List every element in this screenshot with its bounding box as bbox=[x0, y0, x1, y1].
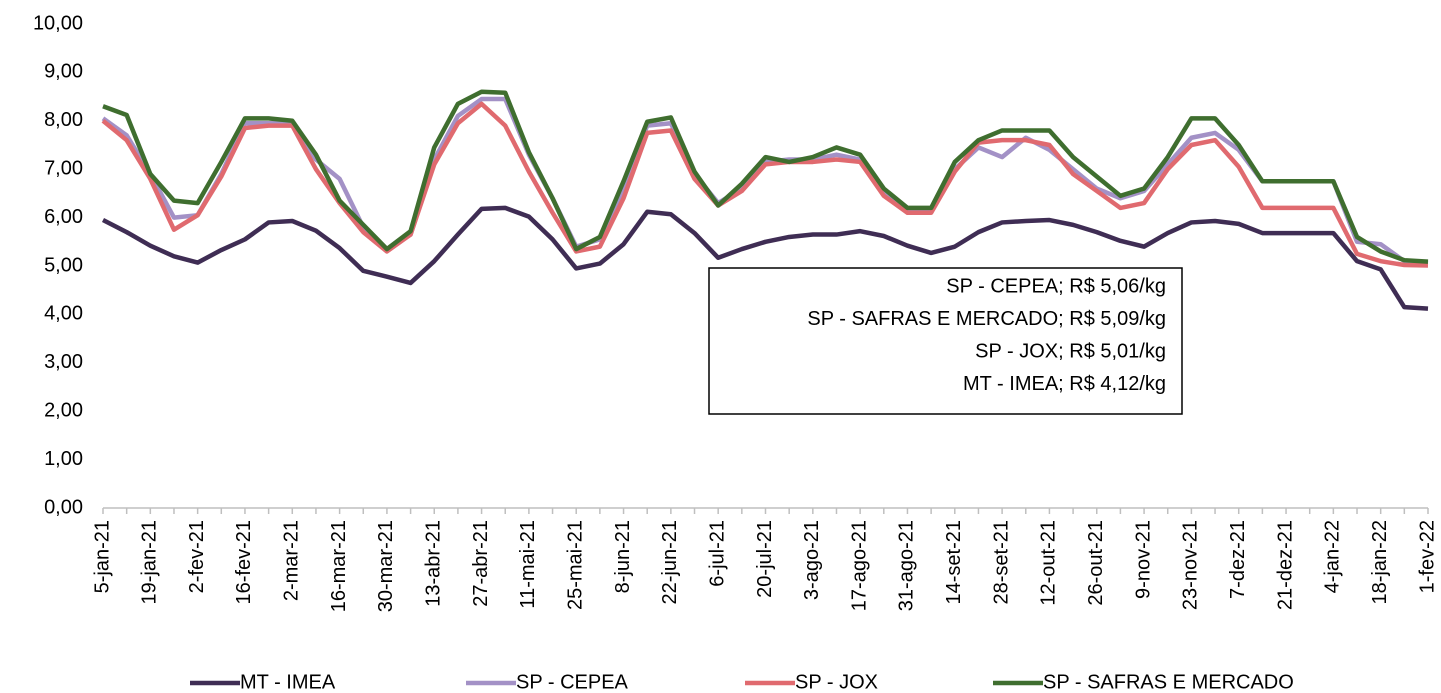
x-tick-label: 20-jul-21 bbox=[754, 520, 776, 598]
x-tick-label: 2-mar-21 bbox=[281, 520, 303, 601]
x-tick-label: 18-jan-22 bbox=[1369, 520, 1391, 605]
x-tick-label: 6-jul-21 bbox=[706, 520, 728, 587]
x-tick-label: 4-jan-22 bbox=[1322, 520, 1344, 593]
annotation: MT - IMEA; R$ 4,12/kg bbox=[963, 373, 1166, 395]
y-tick-label: 5,00 bbox=[44, 254, 83, 276]
annotation: SP - CEPEA; R$ 5,06/kg bbox=[946, 275, 1166, 297]
x-tick-label: 17-ago-21 bbox=[848, 520, 870, 611]
x-tick-label: 26-out-21 bbox=[1085, 520, 1107, 606]
series-line bbox=[101, 101, 1429, 268]
y-tick-label: 9,00 bbox=[44, 61, 83, 83]
x-tick-label: 12-out-21 bbox=[1038, 520, 1060, 606]
y-tick-label: 8,00 bbox=[44, 109, 83, 131]
x-tick-label: 22-jun-21 bbox=[659, 520, 681, 605]
legend-label: SP - SAFRAS E MERCADO bbox=[1043, 671, 1294, 693]
x-tick-label: 5-jan-21 bbox=[91, 520, 113, 593]
x-tick-label: 23-nov-21 bbox=[1180, 520, 1202, 610]
x-tick-label: 27-abr-21 bbox=[470, 520, 492, 607]
annotation: SP - SAFRAS E MERCADO; R$ 5,09/kg bbox=[807, 308, 1166, 330]
x-tick-label: 31-ago-21 bbox=[896, 520, 918, 611]
x-tick-label: 8-jun-21 bbox=[612, 520, 634, 593]
y-tick-label: 3,00 bbox=[44, 351, 83, 373]
x-tick-label: 25-mai-21 bbox=[564, 520, 586, 610]
x-tick-label: 13-abr-21 bbox=[423, 520, 445, 607]
y-tick-label: 10,00 bbox=[33, 12, 83, 34]
legend-label: MT - IMEA bbox=[240, 671, 336, 693]
series-line bbox=[101, 205, 1429, 311]
x-tick-label: 1-fev-22 bbox=[1416, 520, 1438, 593]
legend-label: SP - CEPEA bbox=[516, 671, 629, 693]
x-tick-label: 16-fev-21 bbox=[233, 520, 255, 605]
y-tick-label: 6,00 bbox=[44, 206, 83, 228]
x-tick-label: 30-mar-21 bbox=[375, 520, 397, 612]
x-tick-label: 14-set-21 bbox=[943, 520, 965, 605]
series-line bbox=[101, 96, 1429, 266]
x-tick-label: 19-jan-21 bbox=[139, 520, 161, 605]
y-tick-label: 7,00 bbox=[44, 157, 83, 179]
annotation: SP - JOX; R$ 5,01/kg bbox=[975, 340, 1166, 362]
x-tick-label: 21-dez-21 bbox=[1274, 520, 1296, 610]
y-tick-label: 1,00 bbox=[44, 448, 83, 470]
x-tick-label: 7-dez-21 bbox=[1227, 520, 1249, 599]
y-tick-label: 4,00 bbox=[44, 303, 83, 325]
series-line bbox=[102, 89, 1429, 264]
x-tick-label: 2-fev-21 bbox=[186, 520, 208, 593]
y-tick-label: 0,00 bbox=[44, 496, 83, 518]
x-tick-label: 3-ago-21 bbox=[801, 520, 823, 600]
legend-label: SP - JOX bbox=[795, 671, 878, 693]
x-tick-label: 11-mai-21 bbox=[517, 520, 539, 609]
x-tick-label: 28-set-21 bbox=[990, 520, 1012, 605]
annotation-box bbox=[708, 267, 1183, 415]
y-tick-label: 2,00 bbox=[44, 399, 83, 421]
x-tick-label: 9-nov-21 bbox=[1132, 520, 1154, 599]
x-tick-label: 16-mar-21 bbox=[328, 520, 350, 612]
